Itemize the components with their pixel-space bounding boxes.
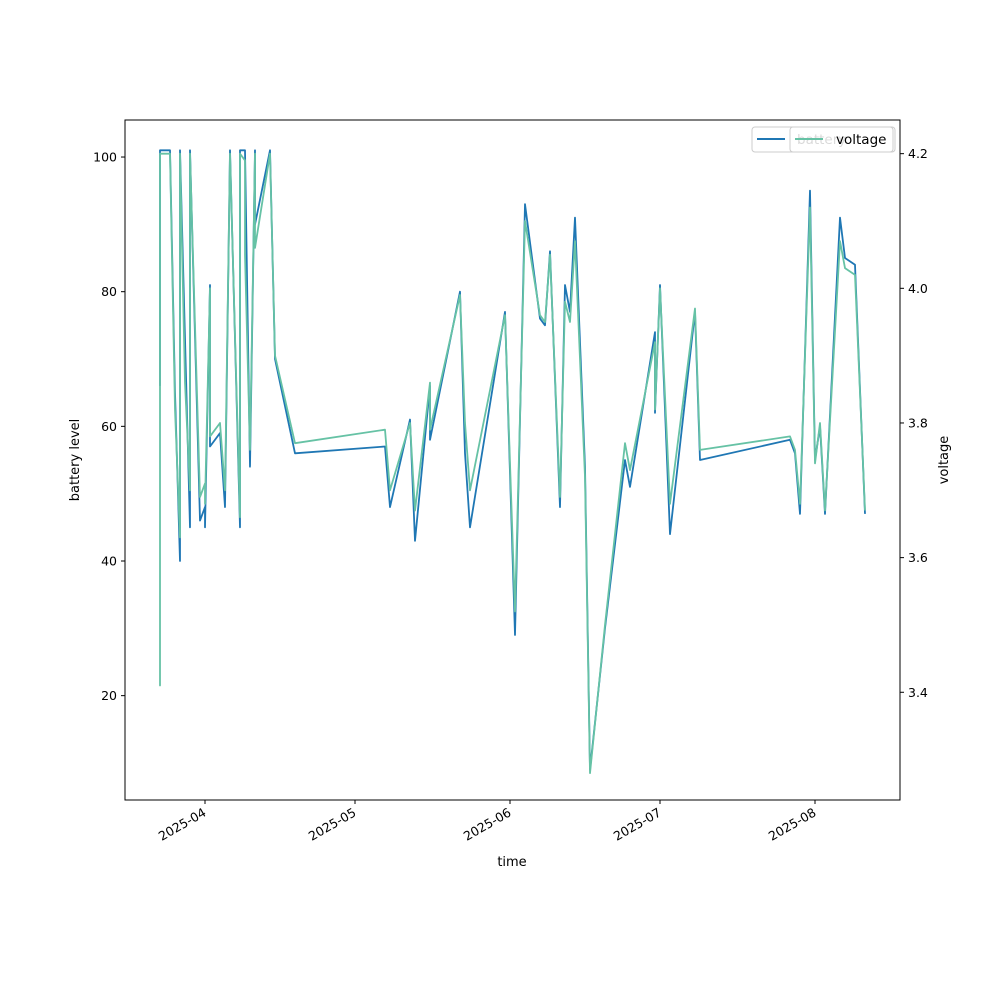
right-y-axis-title: voltage xyxy=(937,436,952,485)
left-y-tick-label: 60 xyxy=(101,419,117,434)
left-y-axis-title: battery level xyxy=(68,419,83,502)
left-y-tick-label: 80 xyxy=(101,284,117,299)
right-y-tick-label: 4.2 xyxy=(908,146,928,161)
right-y-tick-label: 3.8 xyxy=(908,415,928,430)
right-y-axis: 3.4 3.6 3.8 4.0 4.2 xyxy=(900,146,928,700)
right-y-tick-label: 4.0 xyxy=(908,281,928,296)
left-y-tick-label: 100 xyxy=(93,150,117,165)
left-y-axis: 20 40 60 80 100 xyxy=(93,150,125,703)
left-y-tick-label: 20 xyxy=(101,688,117,703)
plot-frame xyxy=(124,119,901,801)
x-axis-title: time xyxy=(497,855,526,870)
right-y-tick-label: 3.4 xyxy=(908,685,928,700)
right-y-tick-label: 3.6 xyxy=(908,550,928,565)
series-line-voltage xyxy=(159,152,866,774)
left-y-tick-label: 40 xyxy=(101,553,117,568)
series-layer xyxy=(159,149,866,774)
legend-voltage: voltage xyxy=(789,126,894,153)
legend-voltage-label: voltage xyxy=(836,132,886,148)
legend-voltage-box xyxy=(789,126,894,153)
series-line-battery xyxy=(159,149,866,771)
